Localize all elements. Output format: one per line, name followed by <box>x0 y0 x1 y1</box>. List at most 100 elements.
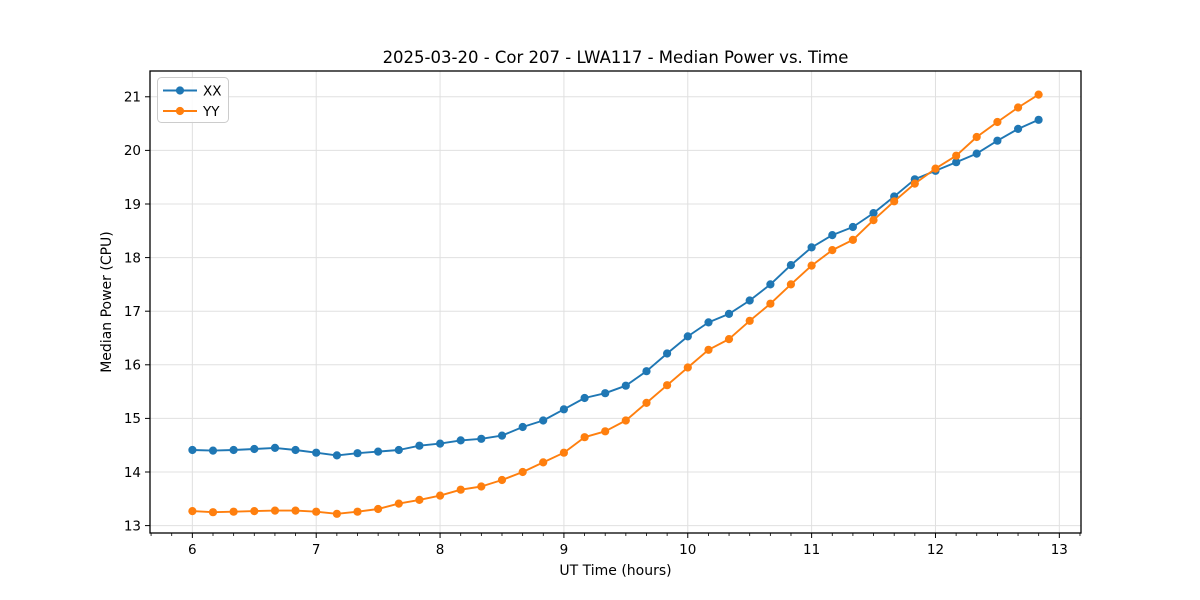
data-point-XX <box>621 381 630 390</box>
x-tick-label: 8 <box>436 542 445 558</box>
data-point-YY <box>931 164 940 173</box>
data-point-YY <box>312 507 321 516</box>
data-point-XX <box>497 431 507 440</box>
data-point-XX <box>704 318 713 327</box>
data-point-YY <box>208 508 218 517</box>
data-point-XX <box>456 436 465 445</box>
x-tick-label: 9 <box>560 542 569 558</box>
data-point-XX <box>952 158 961 167</box>
data-point-XX <box>477 434 486 443</box>
grid-lines <box>150 71 1081 533</box>
data-point-XX <box>828 231 837 240</box>
data-point-XX <box>394 445 403 455</box>
data-point-XX <box>250 444 259 454</box>
legend-marker-YY <box>175 106 185 116</box>
data-point-XX <box>229 445 238 455</box>
legend-label-YY: YY <box>202 104 220 120</box>
data-point-YY <box>353 507 362 516</box>
data-point-YY <box>497 475 507 485</box>
data-point-YY <box>291 506 300 515</box>
data-point-YY <box>394 499 403 508</box>
y-tick-label: 20 <box>124 143 141 159</box>
data-point-XX <box>745 296 754 305</box>
data-point-YY <box>1034 90 1043 99</box>
data-point-XX <box>601 389 610 398</box>
data-point-YY <box>869 216 878 225</box>
data-point-XX <box>415 441 424 450</box>
data-point-XX <box>374 447 383 456</box>
data-point-YY <box>704 345 713 354</box>
legend-label-XX: XX <box>203 83 222 99</box>
data-point-XX <box>353 449 362 458</box>
x-tick-label: 13 <box>1051 542 1068 558</box>
data-point-XX <box>580 393 589 403</box>
legend-marker-XX <box>175 86 185 95</box>
data-point-XX <box>869 209 878 218</box>
data-point-XX <box>663 349 672 358</box>
y-tick-label: 17 <box>124 304 141 320</box>
data-point-XX <box>188 445 197 455</box>
data-point-YY <box>972 132 981 142</box>
data-point-YY <box>580 433 589 442</box>
x-tick-label: 11 <box>803 542 820 558</box>
axis-ticks: 6 7 8 9 10 11 12 13 13 14 15 16 17 18 19 20 21 <box>124 90 1081 558</box>
data-point-XX <box>786 261 796 270</box>
y-tick-label: 13 <box>124 518 141 534</box>
data-point-YY <box>250 507 259 516</box>
data-point-XX <box>848 222 858 232</box>
data-point-YY <box>663 381 672 390</box>
data-point-YY <box>188 507 197 516</box>
data-point-XX <box>312 448 321 457</box>
data-point-XX <box>559 405 569 414</box>
data-point-YY <box>477 482 486 491</box>
y-tick-label: 15 <box>124 411 141 427</box>
data-point-YY <box>807 261 816 270</box>
data-point-YY <box>766 299 775 308</box>
data-point-XX <box>291 445 300 455</box>
data-point-YY <box>539 458 548 467</box>
data-point-YY <box>724 335 734 344</box>
x-axis-label: UT Time (hours) <box>559 563 672 579</box>
series-YY <box>188 90 1043 518</box>
plot-border <box>149 70 1082 534</box>
x-tick-label: 10 <box>679 542 696 558</box>
data-point-YY <box>415 495 424 504</box>
data-point-YY <box>456 485 465 494</box>
x-tick-label: 12 <box>927 542 944 558</box>
data-point-YY <box>745 316 754 325</box>
data-point-XX <box>208 446 218 455</box>
data-point-XX <box>436 439 445 448</box>
data-point-YY <box>848 235 858 244</box>
data-point-YY <box>642 398 651 407</box>
data-point-YY <box>332 509 341 518</box>
data-point-XX <box>766 280 775 289</box>
series-XX <box>188 115 1043 460</box>
y-tick-label: 18 <box>124 250 141 266</box>
x-tick-label: 6 <box>188 542 197 558</box>
data-point-YY <box>993 117 1002 127</box>
data-point-YY <box>828 246 837 255</box>
data-point-XX <box>724 309 734 318</box>
legend: XX YY <box>157 77 229 123</box>
data-point-YY <box>910 179 919 188</box>
data-point-XX <box>518 422 527 432</box>
y-tick-label: 19 <box>124 197 141 213</box>
data-point-YY <box>270 506 280 515</box>
data-point-XX <box>332 451 341 460</box>
data-point-YY <box>601 427 610 436</box>
y-tick-label: 21 <box>124 90 141 106</box>
data-point-YY <box>436 491 445 500</box>
data-point-XX <box>683 332 692 341</box>
data-point-YY <box>890 197 899 206</box>
data-point-YY <box>559 448 569 457</box>
data-point-XX <box>270 443 280 452</box>
y-tick-label: 16 <box>124 358 141 374</box>
data-point-XX <box>807 243 816 252</box>
data-point-YY <box>683 363 692 372</box>
chart-title: 2025-03-20 - Cor 207 - LWA117 - Median P… <box>382 48 849 67</box>
y-axis-label: Median Power (CPU) <box>99 231 115 373</box>
x-tick-label: 7 <box>312 542 321 558</box>
data-point-YY <box>518 467 527 477</box>
